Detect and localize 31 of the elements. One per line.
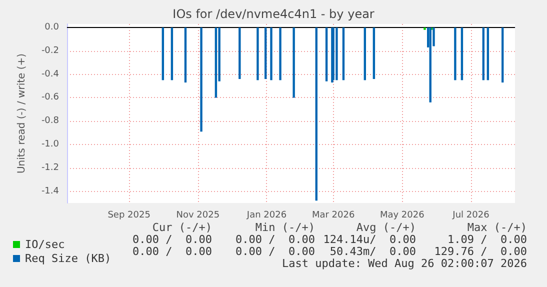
x-tick-label: Jan 2026 (246, 210, 287, 220)
text: Avg (-/+) (356, 221, 416, 234)
text: 0.00 / 0.00 (236, 245, 316, 258)
text: 0.00 / 0.00 (132, 245, 212, 258)
text: Max (-/+) (467, 221, 528, 234)
y-tick-label: -1.2 (41, 162, 59, 173)
legend-label: IO/sec (25, 238, 65, 251)
x-tick-label: Nov 2025 (176, 210, 220, 220)
text: Cur (-/+) (152, 221, 212, 234)
y-tick-label: 0.0 (44, 22, 60, 33)
x-tick-label: Jul 2026 (452, 210, 490, 220)
y-tick-label: -0.6 (41, 92, 60, 103)
text: 0.00 / 0.00 (132, 233, 212, 246)
text: Min (-/+) (255, 221, 316, 234)
y-tick-label: -0.2 (41, 46, 59, 56)
chart-title: IOs for /dev/nvme4c4n1 - by year (172, 7, 374, 21)
text: 50.43m/ 0.00 (330, 245, 416, 258)
y-tick-label: -0.8 (41, 116, 60, 126)
text: Last update: Wed Aug 26 02:00:07 2026 (282, 257, 528, 270)
text: 1.09 / 0.00 (448, 233, 528, 246)
y-tick-label: -1.0 (41, 140, 60, 150)
x-tick-label: Mar 2026 (312, 210, 355, 220)
text: 0.00 / 0.00 (236, 233, 316, 246)
x-tick-label: Sep 2025 (108, 210, 150, 220)
y-tick-label: -0.4 (41, 69, 60, 80)
text: 124.14u/ 0.00 (323, 233, 416, 246)
y-tick-label: -1.4 (41, 186, 60, 196)
text: 129.76 / 0.00 (434, 245, 528, 258)
x-tick-label: May 2026 (380, 210, 425, 220)
y-axis-title: Units read (-) / write (+) (16, 53, 28, 174)
legend-label: Req Size (KB) (25, 252, 112, 265)
